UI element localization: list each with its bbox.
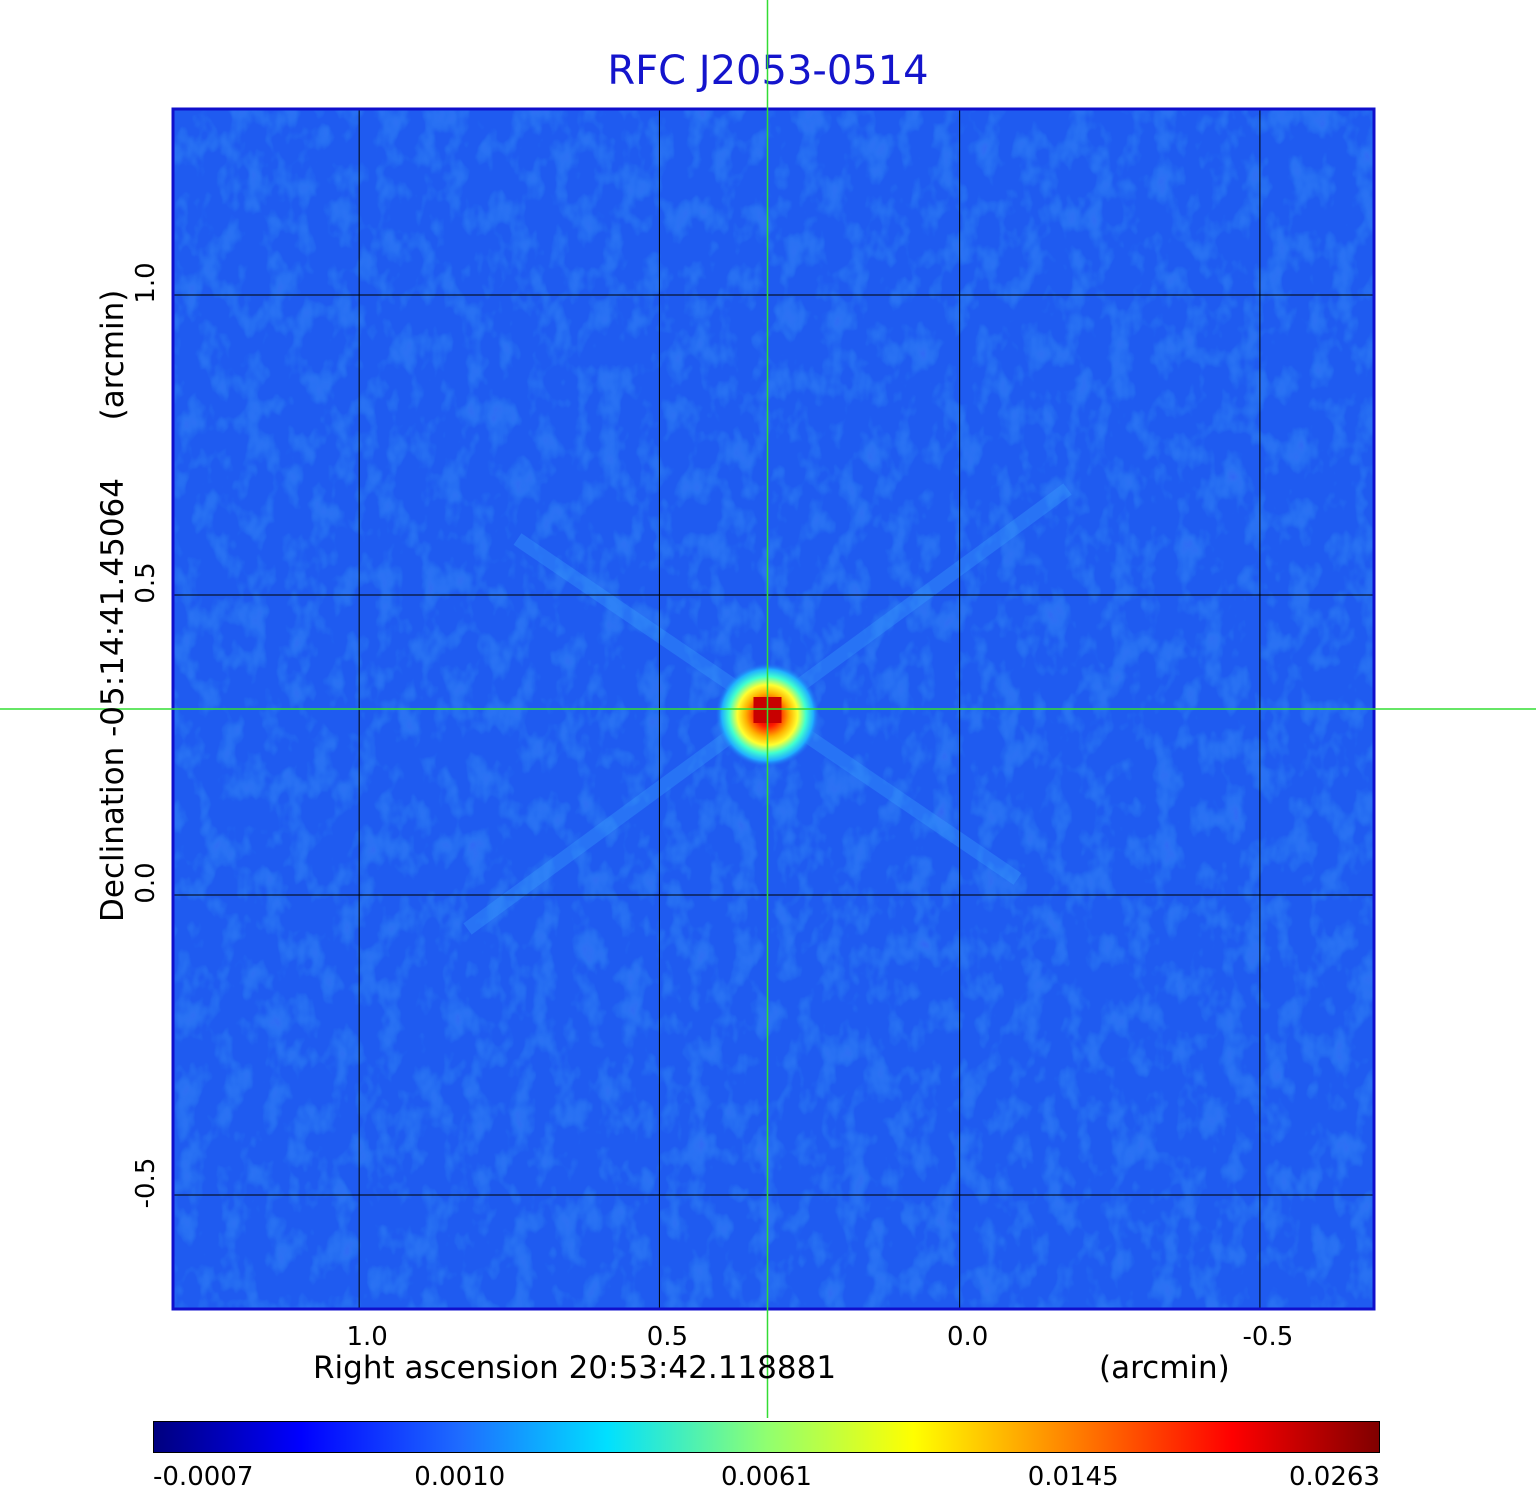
y-tick-label: 0.5 <box>131 562 161 604</box>
sidelobe-arm-1 <box>763 483 1072 715</box>
x-tick-label: 1.0 <box>346 1322 388 1352</box>
x-tick-label: 0.5 <box>646 1322 689 1352</box>
x-tick-label: 0.0 <box>946 1322 989 1352</box>
sidelobe-arm-2 <box>513 533 772 715</box>
colorbar-tick-label: -0.0007 <box>153 1462 254 1492</box>
y-tick-label: 0.0 <box>131 862 161 904</box>
x-axis-unit: (arcmin) <box>1099 1350 1230 1386</box>
x-axis-label: Right ascension 20:53:42.118881 <box>313 1350 837 1386</box>
colorbar <box>153 1421 1380 1453</box>
colorbar-tick-label: 0.0145 <box>1027 1462 1119 1492</box>
colorbar-tick-label: 0.0263 <box>1289 1462 1380 1492</box>
colorbar-tick-label: 0.0061 <box>721 1462 812 1492</box>
y-tick-label: 1.0 <box>131 262 161 304</box>
y-axis-label: Declination -05:14:41.45064 <box>95 478 131 922</box>
y-axis-unit: (arcmin) <box>95 289 131 421</box>
y-tick-label: -0.5 <box>131 1157 161 1209</box>
colorbar-tick-label: 0.0010 <box>414 1462 506 1492</box>
sidelobe-arm-0 <box>463 703 772 935</box>
x-tick-label: -0.5 <box>1242 1322 1294 1352</box>
